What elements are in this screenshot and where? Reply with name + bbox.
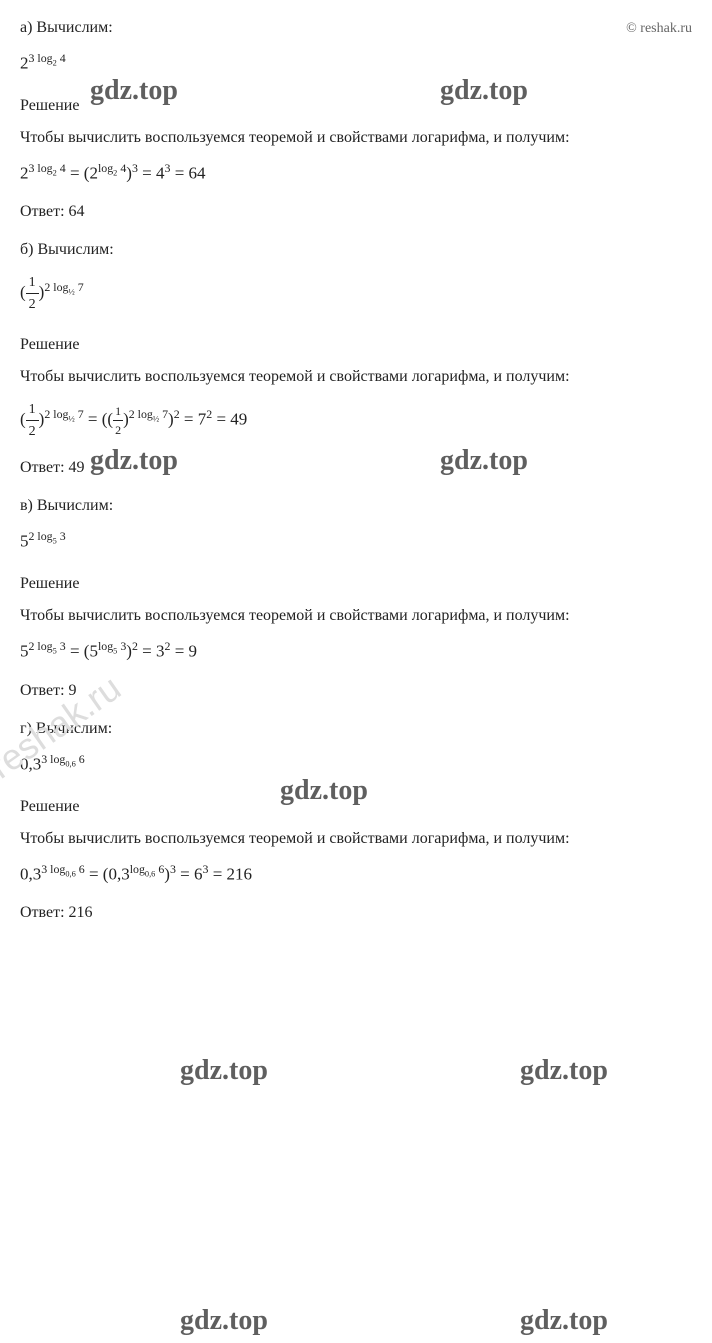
- watermark: gdz.top: [520, 1300, 608, 1342]
- part-d-answer: Ответ: 216: [20, 901, 692, 925]
- part-b-calc: (12)2 log½ 7 = ((12)2 log½ 7)2 = 72 = 49: [20, 399, 692, 442]
- part-a-calc: 23 log2 4 = (2log2 4)3 = 43 = 64: [20, 160, 692, 186]
- part-c-solution-heading: Решение: [20, 572, 692, 596]
- part-a-solution-text: Чтобы вычислить воспользуемся теоремой и…: [20, 126, 692, 150]
- part-c-heading: в) Вычислим:: [20, 494, 692, 518]
- part-d-heading: г) Вычислим:: [20, 717, 692, 741]
- part-b-answer: Ответ: 49: [20, 456, 692, 480]
- watermark: gdz.top: [520, 1050, 608, 1092]
- watermark: gdz.top: [180, 1300, 268, 1342]
- part-d-solution-text: Чтобы вычислить воспользуемся теоремой и…: [20, 827, 692, 851]
- part-b-solution-text: Чтобы вычислить воспользуемся теоремой и…: [20, 365, 692, 389]
- part-c-calc: 52 log5 3 = (5log5 3)2 = 32 = 9: [20, 638, 692, 664]
- part-b-heading: б) Вычислим:: [20, 238, 692, 262]
- source-label: © reshak.ru: [626, 18, 692, 39]
- part-d-calc: 0,33 log0,6 6 = (0,3log0,6 6)3 = 63 = 21…: [20, 861, 692, 887]
- part-d-expr: 0,33 log0,6 6: [20, 751, 692, 777]
- part-a-answer: Ответ: 64: [20, 200, 692, 224]
- part-a-heading: а) Вычислим:: [20, 16, 113, 40]
- part-b-solution-heading: Решение: [20, 333, 692, 357]
- watermark: gdz.top: [180, 1050, 268, 1092]
- part-c-answer: Ответ: 9: [20, 679, 692, 703]
- header-row: а) Вычислим: © reshak.ru: [20, 16, 692, 40]
- part-a-solution-heading: Решение: [20, 94, 692, 118]
- part-c-expr: 52 log5 3: [20, 528, 692, 554]
- part-c-solution-text: Чтобы вычислить воспользуемся теоремой и…: [20, 604, 692, 628]
- part-d-solution-heading: Решение: [20, 795, 692, 819]
- part-b-expr: (12)2 log½ 7: [20, 272, 692, 315]
- part-a-expr: 23 log2 4: [20, 50, 692, 76]
